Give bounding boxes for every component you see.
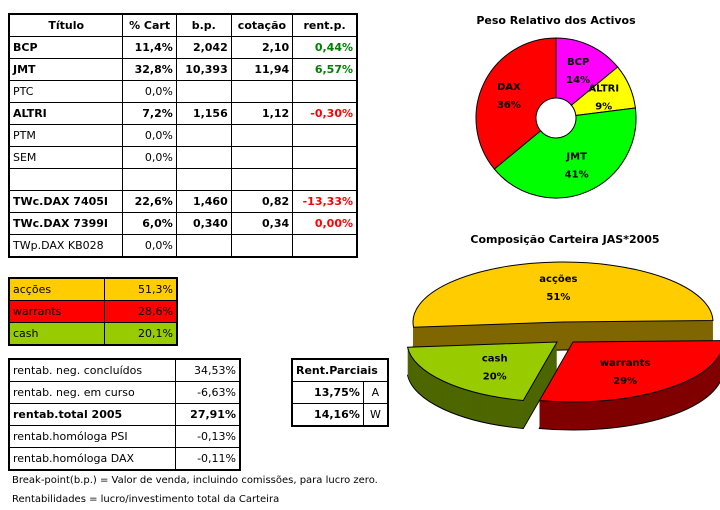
pie3d-label: cash <box>482 354 508 365</box>
composition-label: warrants <box>8 300 105 323</box>
donut-value: 41% <box>565 170 589 181</box>
rentab-row: rentab. neg. concluídos 34,53% <box>8 358 241 382</box>
table-row <box>8 168 358 191</box>
cell-bp: 1,156 <box>175 102 232 125</box>
cell-cot: 0,34 <box>230 212 294 235</box>
cell-titulo: JMT <box>8 58 124 81</box>
table-row: JMT 32,8% 10,393 11,94 6,57% <box>8 58 358 81</box>
table-row: TWp.DAX KB028 0,0% <box>8 234 358 258</box>
rentab-value: -6,63% <box>174 381 241 404</box>
donut-label: DAX <box>497 82 521 93</box>
donut-slice-JMT <box>493 107 637 199</box>
table-row: BCP 11,4% 2,042 2,10 0,44% <box>8 36 358 59</box>
composition-label: acções <box>8 277 105 301</box>
composition-row: warrants 28,6% <box>8 300 178 323</box>
composition-value: 51,3% <box>103 277 178 301</box>
pie3d-label: acções <box>539 274 577 285</box>
rentab-label: rentab.homóloga DAX <box>8 447 176 471</box>
rentab-value: -0,11% <box>174 447 241 471</box>
cell-bp: 10,393 <box>175 58 232 81</box>
column-header: rent.p. <box>292 13 358 37</box>
note-rentabilidades: Rentabilidades = lucro/investimento tota… <box>12 494 280 505</box>
table-row: SEM 0,0% <box>8 146 358 169</box>
donut-slice-BCP <box>555 37 619 106</box>
pie3d-slice-warrants <box>538 340 720 431</box>
parciais-row: 14,16% W <box>291 403 389 427</box>
table-row: TWc.DAX 7399I 6,0% 0,340 0,34 0,00% <box>8 212 358 235</box>
composition-table: acções 51,3% warrants 28,6% cash 20,1% <box>8 277 178 346</box>
table-row: ALTRI 7,2% 1,156 1,12 -0,30% <box>8 102 358 125</box>
rentab-label: rentab. neg. em curso <box>8 381 176 404</box>
parciais-value: 13,75% <box>291 381 364 404</box>
parciais-value: 14,16% <box>291 403 364 427</box>
portfolio-table: Título% Cart b.p. cotação rent.p. BCP 11,4% 2,… <box>8 13 358 258</box>
composition-row: cash 20,1% <box>8 322 178 346</box>
cell-titulo: TWp.DAX KB028 <box>8 234 124 258</box>
cell-rent <box>292 234 358 258</box>
rentab-label: rentab.total 2005 <box>8 403 176 426</box>
cell-cot <box>230 234 294 258</box>
cell-cart: 0,0% <box>122 234 177 258</box>
rentab-table: rentab. neg. concluídos 34,53% rentab. neg… <box>8 358 241 471</box>
cell-bp: 1,460 <box>175 190 232 213</box>
pie3d-slice-acções <box>412 261 714 356</box>
rentab-label: rentab. neg. concluídos <box>8 358 176 382</box>
donut-value: 36% <box>497 100 521 111</box>
composition-value: 20,1% <box>103 322 178 346</box>
composition-row: acções 51,3% <box>8 277 178 301</box>
cell-rent: 6,57% <box>292 58 358 81</box>
rentab-row: rentab.homóloga DAX -0,11% <box>8 447 241 471</box>
pie3d-label: warrants <box>600 358 650 369</box>
pie3d-value: 20% <box>483 372 507 383</box>
cell-cart: 6,0% <box>122 212 177 235</box>
rent-parciais-table: Rent.Parciais 13,75% A 14,16% W <box>291 358 389 427</box>
donut-label: BCP <box>567 57 589 68</box>
parciais-row: 13,75% A <box>291 381 389 404</box>
rentab-value: -0,13% <box>174 425 241 448</box>
donut-chart-title: Peso Relativo dos Activos <box>476 14 636 27</box>
pie3d-value: 51% <box>546 292 570 303</box>
rentab-row: rentab.homóloga PSI -0,13% <box>8 425 241 448</box>
note-break-point: Break-point(b.p.) = Valor de venda, incl… <box>12 475 378 486</box>
cell-titulo: SEM <box>8 146 124 169</box>
parciais-tag: A <box>362 381 389 404</box>
rentab-row: rentab.total 2005 27,91% <box>8 403 241 426</box>
parciais-header: Rent.Parciais <box>291 358 389 382</box>
cell-rent: 0,44% <box>292 36 358 59</box>
table-row: TWc.DAX 7405I 22,6% 1,460 0,82 -13,33% <box>8 190 358 213</box>
parciais-tag: W <box>362 403 389 427</box>
header-row: Título% Cart b.p. cotação rent.p. <box>8 13 358 37</box>
composition-value: 28,6% <box>103 300 178 323</box>
column-header: % Cart <box>122 13 177 37</box>
pie-chart-title: Composição Carteira JAS*2005 <box>470 233 660 246</box>
cell-cot: 0,82 <box>230 190 294 213</box>
cell-rent: -0,30% <box>292 102 358 125</box>
cell-titulo: TWc.DAX 7399I <box>8 212 124 235</box>
cell-rent: 0,00% <box>292 212 358 235</box>
cell-cart: 7,2% <box>122 102 177 125</box>
pie3d-value: 29% <box>613 376 637 387</box>
cell-cot: 11,94 <box>230 58 294 81</box>
rentab-row: rentab. neg. em curso -6,63% <box>8 381 241 404</box>
donut-value: 14% <box>566 75 590 86</box>
donut-label: JMT <box>565 152 587 163</box>
pie3d-slice-cash <box>406 341 558 429</box>
composition-label: cash <box>8 322 105 346</box>
cell-bp: 0,340 <box>175 212 232 235</box>
donut-value: 9% <box>595 101 612 112</box>
rentab-label: rentab.homóloga PSI <box>8 425 176 448</box>
cell-cart: 0,0% <box>122 146 177 169</box>
donut-label: ALTRI <box>588 83 619 94</box>
donut-slice-DAX <box>475 37 557 170</box>
rentab-value: 27,91% <box>174 403 241 426</box>
